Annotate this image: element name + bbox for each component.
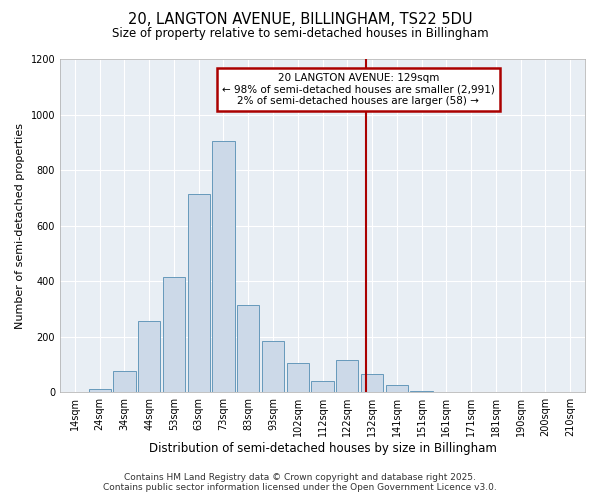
Bar	[89, 389, 111, 392]
Bar	[336, 360, 358, 392]
Bar	[113, 372, 136, 392]
Bar	[188, 194, 210, 392]
Bar	[386, 386, 408, 392]
Text: Contains HM Land Registry data © Crown copyright and database right 2025.
Contai: Contains HM Land Registry data © Crown c…	[103, 473, 497, 492]
Text: Size of property relative to semi-detached houses in Billingham: Size of property relative to semi-detach…	[112, 28, 488, 40]
X-axis label: Distribution of semi-detached houses by size in Billingham: Distribution of semi-detached houses by …	[149, 442, 496, 455]
Bar	[262, 341, 284, 392]
Bar	[163, 277, 185, 392]
Bar	[361, 374, 383, 392]
Text: 20, LANGTON AVENUE, BILLINGHAM, TS22 5DU: 20, LANGTON AVENUE, BILLINGHAM, TS22 5DU	[128, 12, 472, 28]
Bar	[287, 363, 309, 392]
Bar	[237, 304, 259, 392]
Bar	[410, 391, 433, 392]
Bar	[138, 322, 160, 392]
Bar	[311, 381, 334, 392]
Y-axis label: Number of semi-detached properties: Number of semi-detached properties	[15, 122, 25, 328]
Text: 20 LANGTON AVENUE: 129sqm
← 98% of semi-detached houses are smaller (2,991)
2% o: 20 LANGTON AVENUE: 129sqm ← 98% of semi-…	[222, 73, 495, 106]
Bar	[212, 141, 235, 392]
